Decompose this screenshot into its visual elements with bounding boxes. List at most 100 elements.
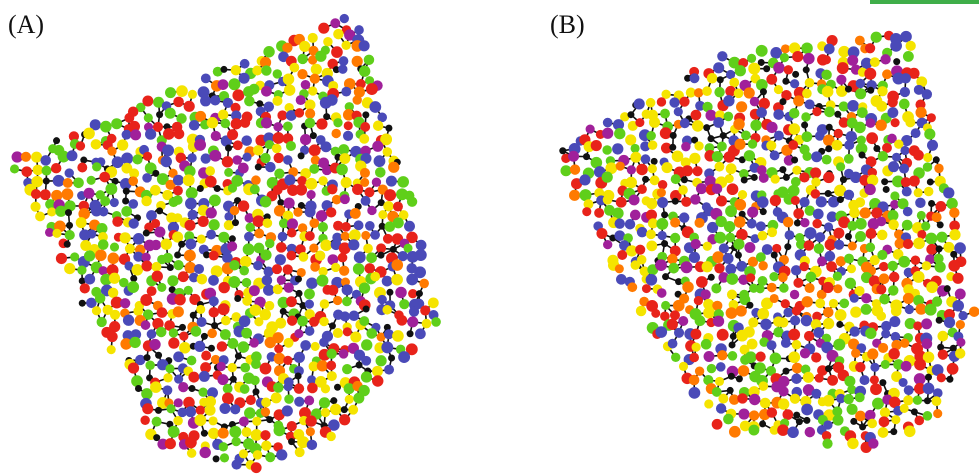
atom [147,329,157,339]
atom [925,233,937,245]
atom [792,51,803,62]
atom [866,243,876,253]
atom [163,128,175,140]
atom [778,398,789,409]
atom [784,243,791,250]
atom [901,73,911,83]
atom [779,283,789,293]
atom [173,351,184,362]
atom [431,317,441,327]
atom [140,294,152,306]
atom [385,125,392,132]
atom [228,184,237,193]
atom [263,218,273,228]
atom [855,88,866,99]
atom [339,56,349,66]
atom [903,51,914,62]
atom [952,300,964,312]
atom [823,395,835,407]
atom [881,178,888,185]
atom [331,263,340,272]
atom [145,129,156,140]
atom [253,261,263,271]
atom [261,86,272,97]
atom [95,249,107,261]
atom [646,198,657,209]
atom [112,216,123,227]
atom [866,228,877,239]
atom [65,168,74,177]
atom [911,255,920,264]
atom [678,185,687,194]
atom [928,200,935,207]
atom [793,412,800,419]
atom [811,352,821,362]
atom [845,86,852,93]
atom [265,452,275,462]
atom [339,349,349,359]
atom [801,112,810,121]
atom [879,379,886,386]
atom [825,145,832,152]
atom [415,249,427,261]
atom [888,210,899,221]
atom [306,277,318,289]
atom [903,293,914,304]
atom [596,228,607,239]
atom [239,73,250,84]
atom [602,172,613,183]
atom [834,111,841,118]
atom [51,163,61,173]
atom [219,403,230,414]
atom [121,153,133,165]
atom [415,328,426,339]
atom [616,162,625,171]
atom [712,251,724,263]
atom [206,207,217,218]
atom [228,78,240,90]
atom [789,123,801,135]
atom [296,95,306,105]
atom [352,56,363,67]
atom [378,210,387,219]
atom [140,416,149,425]
atom [286,251,296,261]
atom [892,153,901,162]
atom [947,363,959,375]
atom [927,140,938,151]
atom [273,122,282,131]
atom [757,196,769,208]
atom [625,219,635,229]
atom [914,416,924,426]
atom [272,264,282,274]
atom [210,95,220,105]
atom [727,387,734,394]
atom [695,366,704,375]
atom [616,197,627,208]
atom [744,150,755,161]
atom [725,264,736,275]
atom [297,54,307,64]
atom [364,55,374,65]
atom [214,185,221,192]
atom [844,394,854,404]
atom [914,359,926,371]
atom [714,87,724,97]
atom [802,296,813,307]
atom [359,134,369,144]
atom [339,153,350,164]
atom [661,301,670,310]
atom [704,351,715,362]
atom [131,375,143,387]
atom [299,252,309,262]
atom [92,306,101,315]
atom [725,233,735,243]
atom [201,73,211,83]
atom [329,322,336,329]
atom [40,155,51,166]
atom [167,264,174,271]
atom [766,140,776,150]
atom [238,341,250,353]
atom [635,245,645,255]
atom [692,343,701,352]
